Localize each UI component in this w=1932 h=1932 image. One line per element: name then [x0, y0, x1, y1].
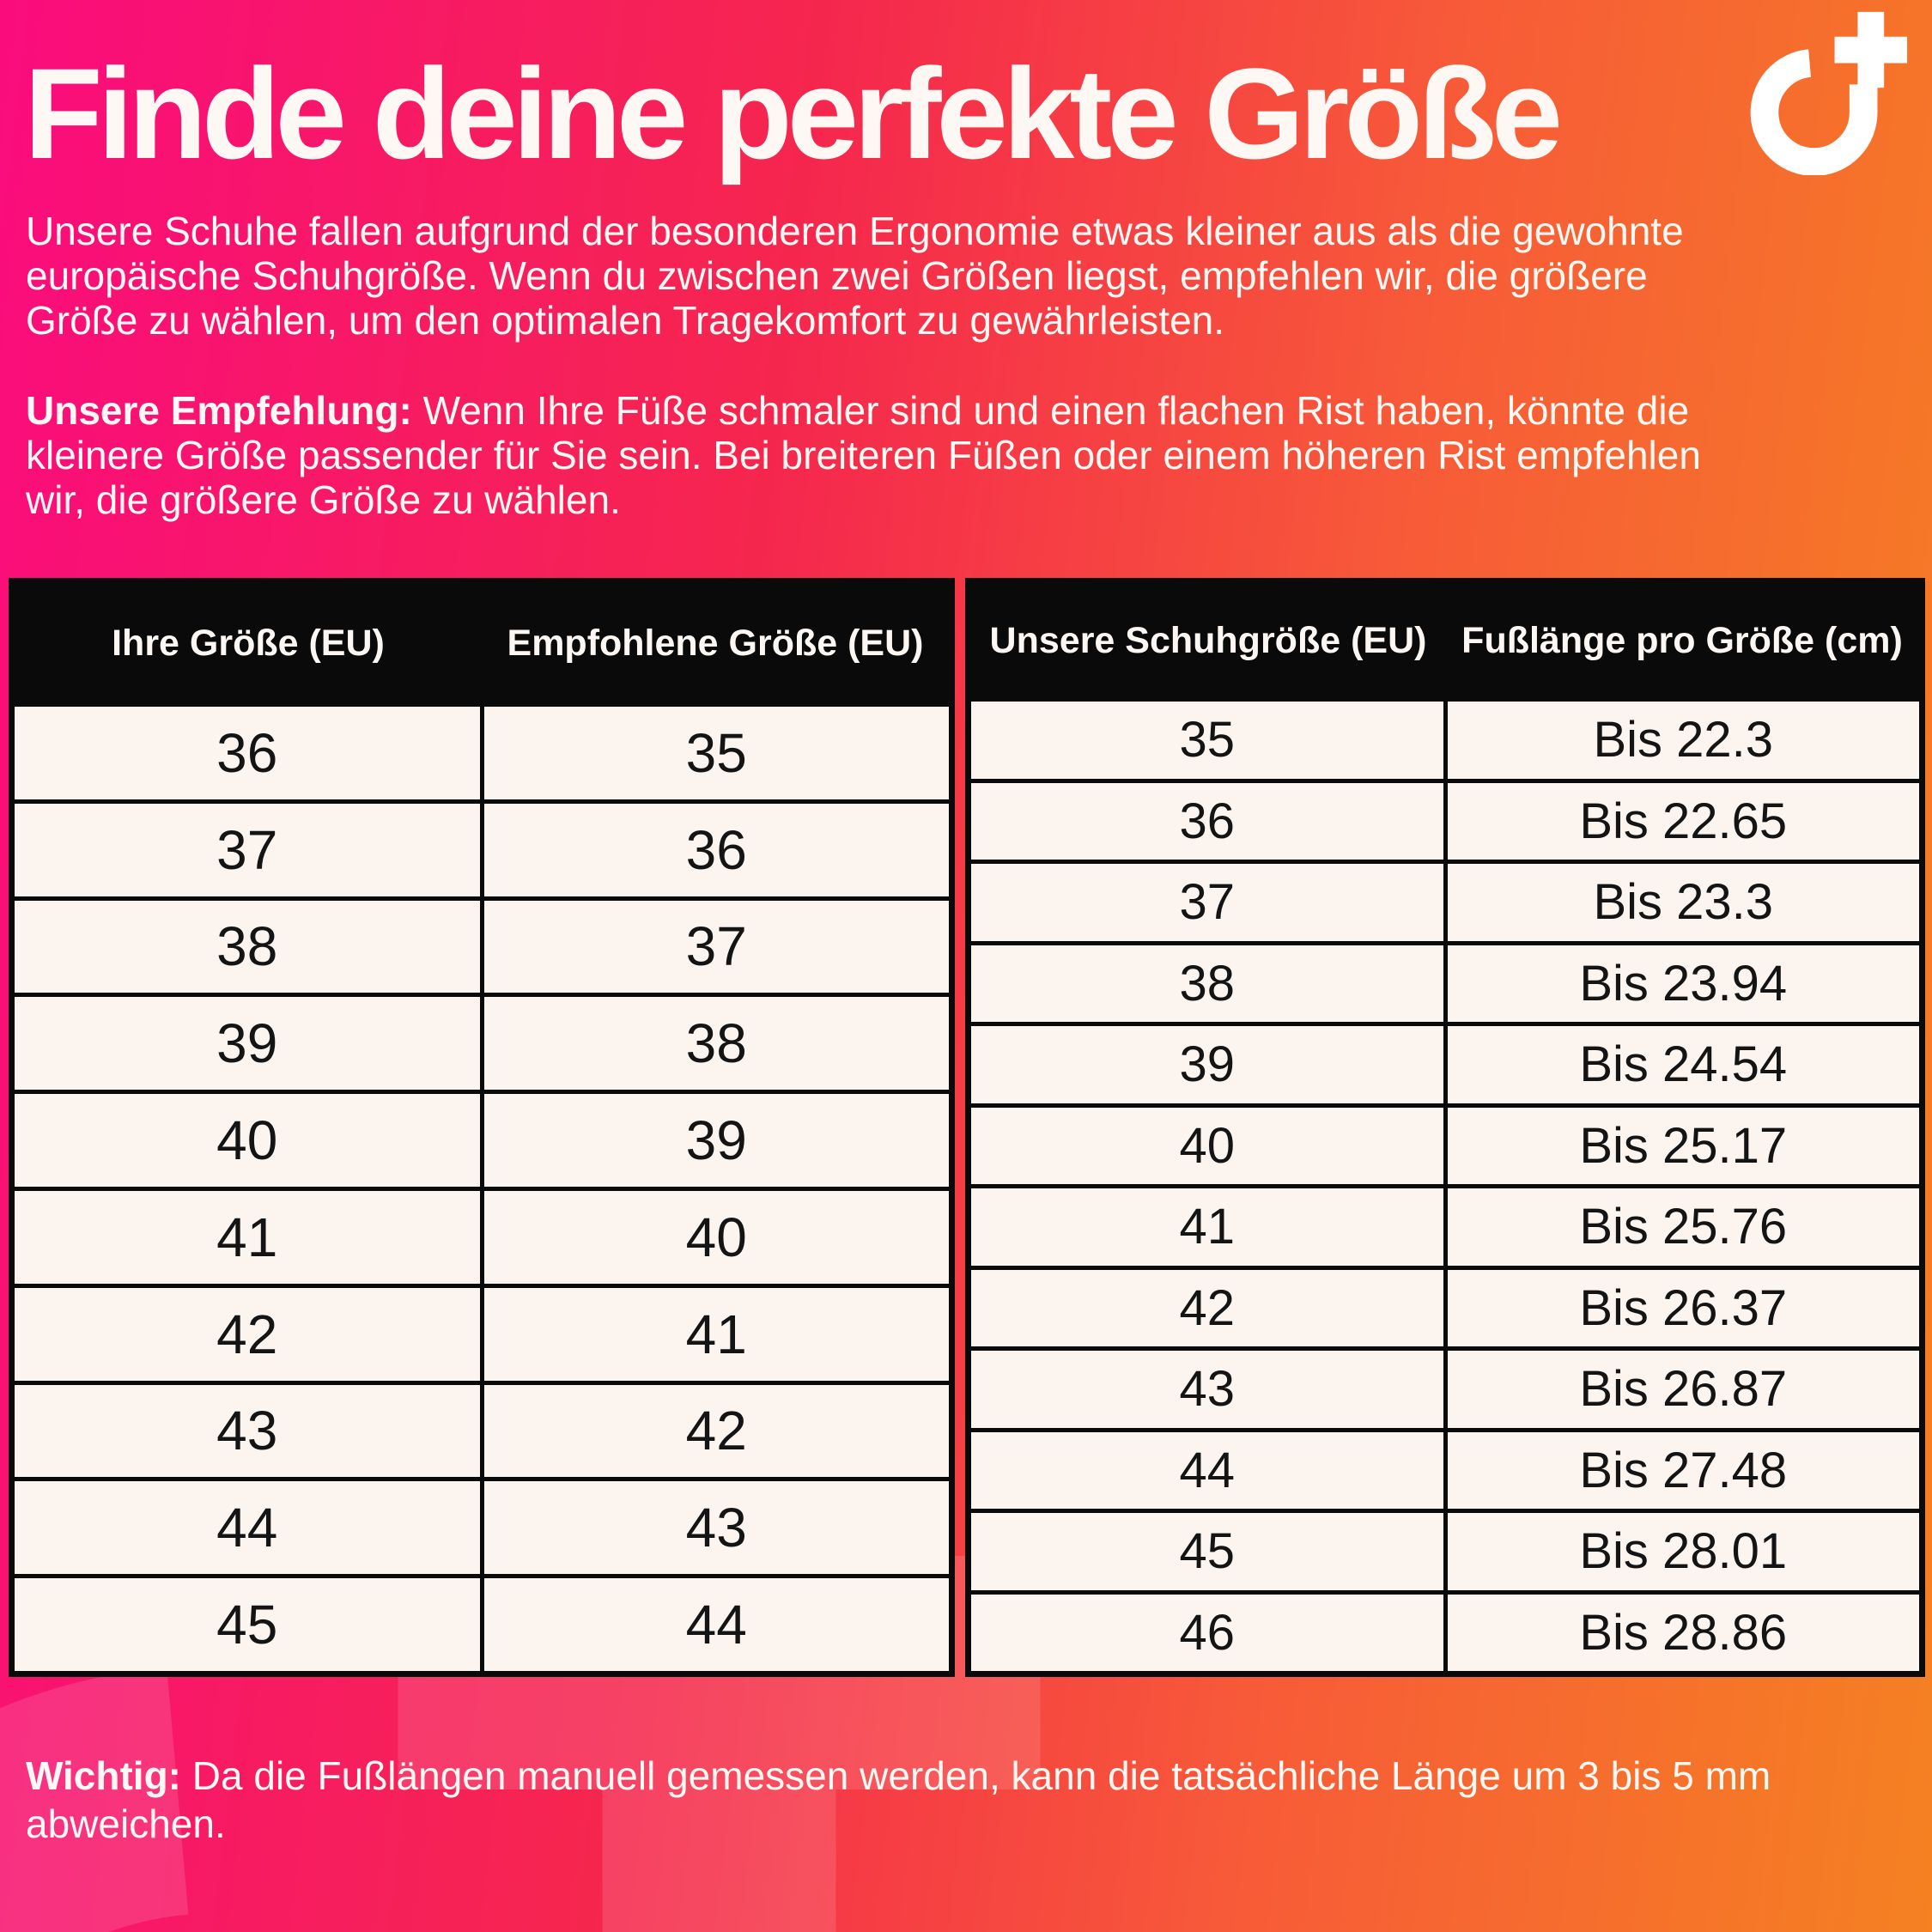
table-cell: 44	[1179, 1442, 1235, 1498]
intro-line-2: europäische Schuhgröße. Wenn du zwischen…	[26, 253, 1648, 298]
table-row: 42 41	[15, 1283, 950, 1381]
table-cell: 37	[216, 818, 278, 881]
length-table-header-shoe-size: Unsere Schuhgröße (EU)	[989, 619, 1427, 661]
table-cell: 43	[1179, 1361, 1235, 1418]
table-cell: 45	[1179, 1523, 1235, 1580]
length-table-body: 35 Bis 22.3 36 Bis 22.65 37 Bis 23.3 38 Bis 23.…	[971, 697, 1919, 1671]
table-cell: 36	[216, 721, 278, 784]
table-cell: Bis 26.87	[1443, 1351, 1920, 1428]
table-row: 38 Bis 23.94	[971, 940, 1920, 1022]
table-cell: 40	[1179, 1117, 1235, 1174]
table-cell: 36	[1179, 793, 1235, 849]
table-row: 39 38	[15, 993, 950, 1091]
table-cell: 45	[216, 1594, 278, 1656]
table-cell: Bis 22.3	[1443, 702, 1920, 779]
table-cell: 41	[479, 1287, 950, 1381]
table-cell: 42	[216, 1303, 278, 1365]
table-cell: 36	[479, 803, 950, 896]
table-cell: Bis 23.94	[1443, 945, 1920, 1022]
table-cell: Bis 25.17	[1443, 1107, 1920, 1184]
table-cell: 46	[1179, 1604, 1235, 1661]
brand-circle-plus-icon	[1743, 10, 1908, 175]
table-cell: Bis 22.65	[1443, 782, 1920, 860]
table-row: 37 Bis 23.3	[971, 860, 1919, 941]
table-cell: 35	[479, 707, 950, 799]
size-table-header-recommended-size: Empfohlene Größe (EU)	[507, 622, 924, 664]
table-cell: 39	[216, 1012, 278, 1075]
recommendation-paragraph: Unsere Empfehlung: Wenn Ihre Füße schmal…	[26, 388, 1915, 522]
recommendation-line-3: wir, die größere Größe zu wählen.	[26, 477, 621, 522]
table-cell: 37	[1179, 874, 1235, 931]
intro-paragraph: Unsere Schuhe fallen aufgrund der besond…	[26, 209, 1915, 343]
table-row: 39 Bis 24.54	[971, 1022, 1919, 1103]
size-table-header-row: Ihre Größe (EU) Empfohlene Größe (EU)	[15, 584, 949, 702]
table-row: 38 37	[15, 896, 949, 993]
table-cell: 41	[216, 1206, 278, 1268]
size-table-body: 36 35 37 36 38 37 39 38 40 39 41 40 42 41 43 42 44 43 45 44	[15, 702, 949, 1671]
table-cell: Bis 28.86	[1443, 1594, 1920, 1671]
table-cell: 38	[1179, 955, 1235, 1012]
intro-line-1: Unsere Schuhe fallen aufgrund der besond…	[26, 209, 1684, 253]
table-row: 40 39	[15, 1090, 949, 1187]
table-row: 35 Bis 22.3	[971, 697, 1919, 779]
table-row: 44 43	[15, 1477, 950, 1575]
table-row: 40 Bis 25.17	[971, 1103, 1920, 1184]
table-cell: 44	[479, 1578, 950, 1671]
table-cell: 40	[479, 1190, 950, 1284]
table-cell: 38	[216, 915, 278, 978]
foot-length-table: Unsere Schuhgröße (EU) Fußlänge pro Größ…	[965, 578, 1925, 1677]
table-row: 43 Bis 26.87	[971, 1346, 1919, 1428]
note-line-2: abweichen.	[26, 1801, 226, 1846]
table-cell: 43	[216, 1400, 278, 1462]
table-cell: 42	[1179, 1279, 1235, 1336]
length-table-header-foot-length: Fußlänge pro Größe (cm)	[1461, 619, 1903, 661]
table-cell: 40	[216, 1109, 278, 1172]
table-cell: Bis 23.3	[1443, 864, 1920, 941]
table-row: 36 Bis 22.65	[971, 778, 1920, 860]
table-row: 37 36	[15, 799, 949, 896]
table-cell: 39	[1179, 1036, 1235, 1093]
intro-line-3: Größe zu wählen, um den optimalen Tragek…	[26, 298, 1225, 343]
table-row: 41 40	[15, 1186, 950, 1284]
table-cell: 38	[479, 997, 950, 1091]
table-cell: Bis 25.76	[1443, 1188, 1920, 1266]
table-cell: 35	[1179, 712, 1235, 769]
table-cell: 39	[479, 1094, 950, 1187]
recommendation-line-1: Unsere Empfehlung: Wenn Ihre Füße schmal…	[26, 388, 1915, 433]
table-row: 42 Bis 26.37	[971, 1265, 1920, 1346]
table-cell: Bis 28.01	[1443, 1513, 1920, 1590]
recommendation-line-2: kleinere Größe passender für Sie sein. B…	[26, 433, 1701, 477]
table-row: 36 35	[15, 702, 949, 799]
table-cell: 44	[216, 1497, 278, 1559]
size-conversion-table: Ihre Größe (EU) Empfohlene Größe (EU) 36…	[9, 578, 955, 1677]
table-row: 45 44	[15, 1574, 949, 1671]
table-cell: 41	[1179, 1199, 1235, 1255]
note-label: Wichtig:	[26, 1753, 181, 1798]
note-line-1: Wichtig: Da die Fußlängen manuell gemess…	[26, 1752, 1915, 1800]
recommendation-label: Unsere Empfehlung:	[26, 388, 412, 433]
table-row: 41 Bis 25.76	[971, 1184, 1919, 1266]
table-cell: 42	[479, 1384, 950, 1478]
length-table-header-row: Unsere Schuhgröße (EU) Fußlänge pro Größ…	[971, 584, 1919, 697]
table-row: 44 Bis 27.48	[971, 1427, 1920, 1509]
table-row: 46 Bis 28.86	[971, 1589, 1920, 1671]
table-row: 43 42	[15, 1380, 950, 1478]
note-line-1-text: Da die Fußlängen manuell gemessen werden…	[191, 1753, 1771, 1798]
table-cell: Bis 26.37	[1443, 1269, 1920, 1346]
table-cell: 43	[479, 1481, 950, 1575]
table-cell: Bis 24.54	[1443, 1026, 1920, 1103]
important-note: Wichtig: Da die Fußlängen manuell gemess…	[26, 1752, 1915, 1848]
page-title: Finde deine perfekte Größe	[24, 41, 1563, 185]
size-table-header-your-size: Ihre Größe (EU)	[112, 622, 385, 664]
table-cell: Bis 27.48	[1443, 1431, 1920, 1509]
recommendation-line-1-text: Wenn Ihre Füße schmaler sind und einen f…	[422, 388, 1690, 433]
table-cell: 37	[479, 900, 950, 993]
table-row: 45 Bis 28.01	[971, 1509, 1919, 1590]
